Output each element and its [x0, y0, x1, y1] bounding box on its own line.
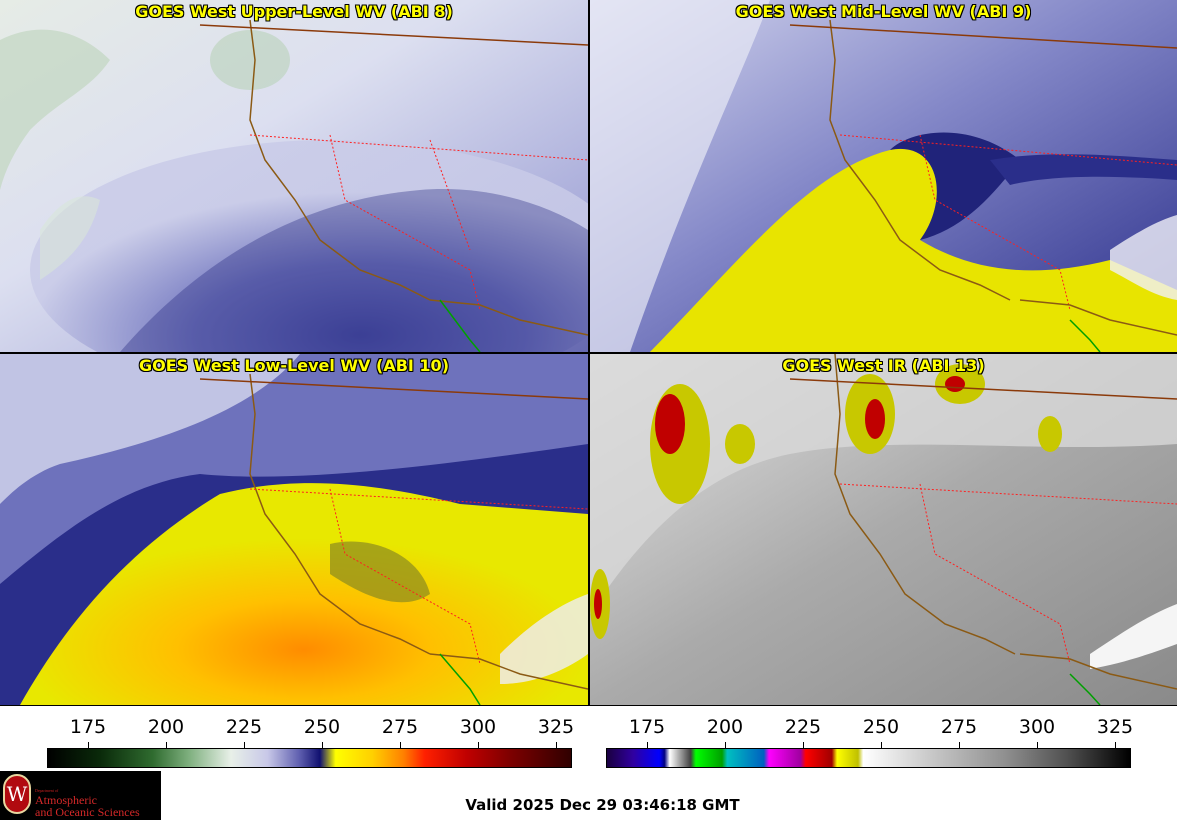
ir-tick-label: 275 [940, 716, 978, 738]
wv-colorbar [47, 748, 572, 768]
ir-tick-mark [959, 742, 960, 748]
ir-tick-mark [725, 742, 726, 748]
wv-tick-label: 200 [147, 716, 185, 738]
wv-tick-mark [556, 742, 557, 748]
upper-level-wv-panel: GOES West Upper-Level WV (ABI 8) [0, 0, 588, 352]
ir-tick-mark [647, 742, 648, 748]
ir-tick-mark [1115, 742, 1116, 748]
ir-tick-label: 200 [706, 716, 744, 738]
ir-tick-mark [803, 742, 804, 748]
ir-tick-label: 300 [1018, 716, 1056, 738]
panel-title: GOES West IR (ABI 13) [782, 356, 985, 375]
wv-tick-mark [88, 742, 89, 748]
image-bottom-rule [0, 705, 1177, 706]
logo-department-text: Department of [35, 788, 59, 793]
mid-level-wv-image [590, 0, 1177, 352]
panel-title: GOES West Upper-Level WV (ABI 8) [135, 2, 453, 21]
wv-tick-mark [400, 742, 401, 748]
ir-tick-mark [881, 742, 882, 748]
aos-logo: W Department of Atmospheric and Oceanic … [0, 771, 161, 820]
uw-seal-icon: W [3, 774, 31, 814]
ir-tick-label: 325 [1096, 716, 1134, 738]
mid-level-wv-panel: GOES West Mid-Level WV (ABI 9) [590, 0, 1177, 352]
ir-colorbar [606, 748, 1131, 768]
logo-line2: and Oceanic Sciences [35, 805, 140, 819]
wv-colorbar-ticks: 175 200 225 250 275 300 325 [47, 716, 575, 748]
ir-panel: GOES West IR (ABI 13) [590, 354, 1177, 705]
valid-time: Valid 2025 Dec 29 03:46:18 GMT [465, 796, 740, 814]
wv-tick-label: 225 [225, 716, 263, 738]
wv-tick-label: 275 [381, 716, 419, 738]
ir-tick-label: 175 [628, 716, 666, 738]
panel-title: GOES West Mid-Level WV (ABI 9) [735, 2, 1032, 21]
wv-tick-mark [322, 742, 323, 748]
low-level-wv-panel: GOES West Low-Level WV (ABI 10) [0, 354, 588, 705]
ir-colorbar-ticks: 175 200 225 250 275 300 325 [606, 716, 1134, 748]
wv-tick-mark [166, 742, 167, 748]
wv-tick-label: 175 [69, 716, 107, 738]
low-level-wv-image [0, 354, 588, 705]
ir-tick-label: 225 [784, 716, 822, 738]
ir-image [590, 354, 1177, 705]
logo-line1: Atmospheric [35, 793, 97, 807]
ir-tick-label: 250 [862, 716, 900, 738]
wv-tick-label: 325 [537, 716, 575, 738]
upper-level-wv-image [0, 0, 588, 352]
panel-title: GOES West Low-Level WV (ABI 10) [138, 356, 449, 375]
ir-tick-mark [1037, 742, 1038, 748]
wv-tick-mark [478, 742, 479, 748]
wv-tick-label: 250 [303, 716, 341, 738]
panel-divider-vertical [588, 0, 590, 705]
wv-tick-label: 300 [459, 716, 497, 738]
wv-tick-mark [244, 742, 245, 748]
